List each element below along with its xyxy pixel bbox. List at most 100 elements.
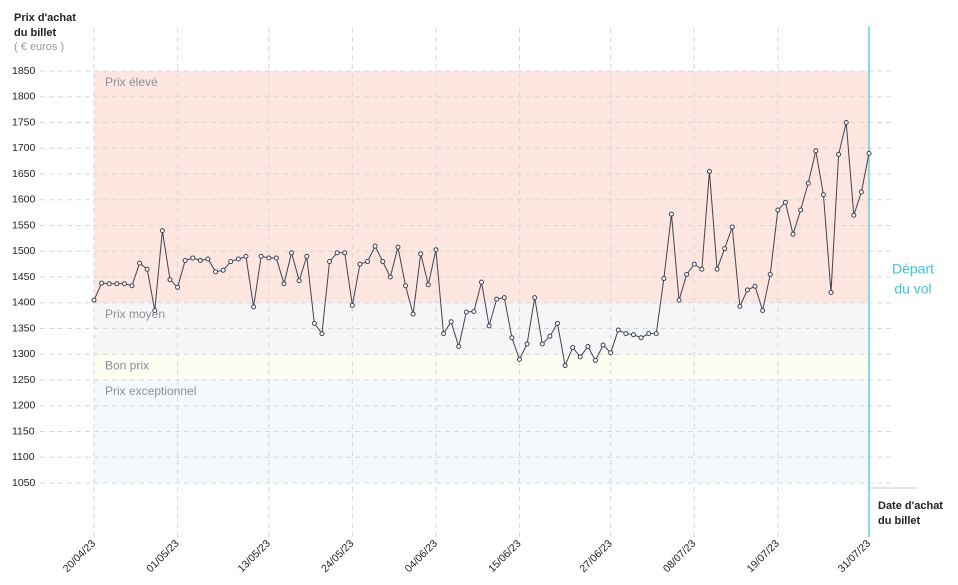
price-point	[638, 335, 644, 341]
price-point	[463, 309, 469, 315]
x-tick-label: 27/06/23	[577, 537, 614, 574]
x-tick-label: 15/06/23	[486, 537, 523, 574]
price-point	[357, 261, 363, 267]
y-tick-label: 1850	[12, 65, 36, 77]
price-point	[129, 283, 135, 289]
price-point	[266, 255, 272, 261]
price-point	[562, 363, 568, 369]
x-tick-label: 31/07/23	[836, 537, 873, 574]
price-point	[410, 311, 416, 317]
price-point	[99, 280, 105, 286]
price-point	[722, 246, 728, 252]
price-point	[334, 250, 340, 256]
x-tick-label: 08/07/23	[661, 537, 698, 574]
price-point	[851, 212, 857, 218]
y-tick-label: 1250	[12, 374, 36, 386]
x-tick-label: 04/06/23	[403, 537, 440, 574]
x-tick-label: 20/04/23	[61, 537, 98, 574]
price-point	[805, 180, 811, 186]
y-tick-label: 1450	[12, 271, 36, 283]
price-point	[501, 295, 507, 301]
price-point	[539, 341, 545, 347]
price-point	[524, 341, 530, 347]
x-axis-title: du billet	[878, 515, 921, 527]
price-point	[554, 320, 560, 326]
price-point	[790, 231, 796, 237]
y-tick-label: 1700	[12, 142, 36, 154]
price-point	[820, 192, 826, 198]
x-axis-title: Date d'achat	[878, 500, 943, 512]
y-axis-title: du billet	[14, 27, 57, 39]
price-point	[623, 331, 629, 337]
price-point	[782, 199, 788, 205]
price-point	[866, 150, 872, 156]
price-point	[592, 357, 598, 363]
price-point	[813, 148, 819, 154]
band-label: Prix exceptionnel	[105, 384, 196, 398]
y-axis-unit: ( € euros )	[14, 41, 64, 53]
price-point	[251, 304, 257, 310]
price-point	[798, 207, 804, 213]
price-band	[94, 354, 869, 380]
departure-label: du vol	[894, 281, 931, 297]
price-point	[570, 345, 576, 351]
price-point	[106, 281, 112, 287]
price-point	[243, 253, 249, 259]
price-point	[471, 309, 477, 315]
y-tick-label: 1750	[12, 116, 36, 128]
price-point	[646, 331, 652, 337]
price-point	[152, 307, 158, 313]
price-point	[691, 261, 697, 267]
price-point	[319, 331, 325, 337]
price-point	[600, 342, 606, 348]
price-point	[547, 333, 553, 339]
y-tick-label: 1300	[12, 348, 36, 360]
price-point	[235, 256, 241, 262]
price-point	[289, 250, 295, 256]
price-point	[608, 350, 614, 356]
y-tick-label: 1100	[12, 451, 35, 463]
price-point	[304, 253, 310, 259]
price-point	[387, 274, 393, 280]
price-point	[91, 297, 97, 303]
price-point	[281, 281, 287, 287]
price-point	[585, 344, 591, 350]
price-point	[858, 189, 864, 195]
price-point	[486, 323, 492, 329]
price-point	[729, 224, 735, 230]
departure-label: Départ	[892, 261, 934, 277]
y-axis-title: Prix d'achat	[14, 12, 76, 24]
price-point	[167, 277, 173, 283]
price-point	[114, 281, 120, 287]
x-tick-label: 01/05/23	[144, 537, 181, 574]
price-point	[684, 271, 690, 277]
band-label: Prix moyen	[105, 307, 165, 321]
band-label: Bon prix	[105, 358, 149, 372]
price-point	[121, 281, 127, 287]
price-point	[653, 331, 659, 337]
price-point	[403, 283, 409, 289]
price-point	[828, 289, 834, 295]
price-point	[509, 335, 515, 341]
y-tick-label: 1650	[12, 168, 36, 180]
price-point	[159, 228, 165, 234]
price-point	[744, 287, 750, 293]
price-point	[760, 307, 766, 313]
y-tick-label: 1600	[12, 194, 36, 206]
price-point	[425, 282, 431, 288]
price-point	[630, 332, 636, 338]
price-point	[220, 267, 226, 273]
price-point	[395, 244, 401, 250]
x-tick-label: 19/07/23	[745, 537, 782, 574]
y-tick-label: 1500	[12, 245, 36, 257]
y-tick-label: 1350	[12, 322, 36, 334]
price-band	[94, 71, 869, 303]
x-tick-label: 24/05/23	[319, 537, 356, 574]
x-tick-label: 13/05/23	[235, 537, 272, 574]
price-point	[365, 259, 371, 265]
y-tick-label: 1400	[12, 297, 36, 309]
y-tick-label: 1800	[12, 91, 36, 103]
price-point	[273, 255, 279, 261]
price-point	[296, 278, 302, 284]
